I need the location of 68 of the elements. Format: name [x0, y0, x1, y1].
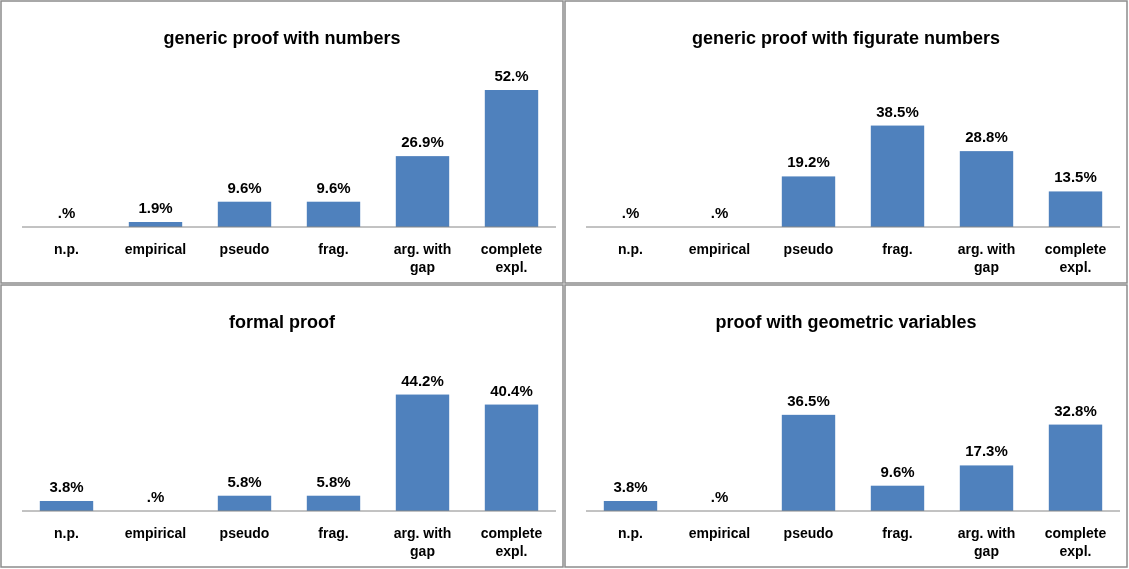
x-tick-label: pseudo: [783, 525, 834, 541]
x-tick-label: n.p.: [54, 241, 79, 257]
x-tick-label: n.p.: [618, 525, 643, 541]
x-tick-label: complete expl.: [480, 525, 543, 559]
data-label: 40.4%: [490, 381, 533, 399]
x-tick-label: complete expl.: [1044, 241, 1107, 275]
data-label: 19.2%: [787, 153, 830, 171]
x-tick-label: frag.: [318, 241, 349, 257]
data-label: .%: [146, 488, 165, 505]
data-label: 5.8%: [227, 472, 262, 490]
bar: [781, 414, 836, 511]
bar: [870, 125, 925, 227]
data-label: 5.8%: [316, 472, 351, 490]
data-label: 32.8%: [1054, 401, 1097, 419]
chart-title: generic proof with numbers: [163, 28, 401, 48]
x-tick-label: arg. with gap: [393, 525, 452, 559]
bar: [959, 151, 1014, 227]
x-tick-label: complete expl.: [480, 241, 543, 275]
x-tick-label: frag.: [882, 525, 913, 541]
data-label: 52.%: [494, 67, 529, 84]
bar: [870, 485, 925, 511]
x-tick-label: n.p.: [618, 241, 643, 257]
chart-title: formal proof: [229, 312, 336, 332]
data-label: 9.6%: [880, 462, 915, 480]
bar: [959, 465, 1014, 511]
bar: [484, 404, 539, 511]
x-tick-label: arg. with gap: [957, 525, 1016, 559]
data-label: 26.9%: [401, 133, 444, 151]
bar: [217, 495, 272, 511]
x-tick-label: frag.: [882, 241, 913, 257]
bar: [484, 90, 539, 227]
data-label: .%: [57, 204, 76, 221]
chart-title: proof with geometric variables: [715, 312, 977, 332]
data-label: 38.5%: [876, 102, 919, 120]
bar: [781, 176, 836, 227]
bar: [217, 201, 272, 227]
data-label: .%: [710, 488, 729, 505]
data-label: 9.6%: [227, 178, 262, 196]
x-tick-label: pseudo: [219, 241, 270, 257]
x-tick-label: empirical: [124, 525, 187, 541]
x-tick-label: pseudo: [783, 241, 834, 257]
bar: [306, 201, 361, 227]
bar: [395, 394, 450, 511]
data-label: 17.3%: [965, 442, 1008, 460]
data-label: .%: [621, 204, 640, 221]
data-label: 9.6%: [316, 178, 351, 196]
x-tick-label: n.p.: [54, 525, 79, 541]
data-label: 1.9%: [138, 198, 173, 216]
x-tick-label: arg. with gap: [957, 241, 1016, 275]
data-label: 13.5%: [1054, 168, 1097, 186]
bar: [306, 495, 361, 511]
bar: [1048, 191, 1103, 227]
x-tick-label: empirical: [124, 241, 187, 257]
x-tick-label: complete expl.: [1044, 525, 1107, 559]
bar: [1048, 424, 1103, 511]
x-tick-label: empirical: [688, 241, 751, 257]
chart-title: generic proof with figurate numbers: [691, 28, 1001, 48]
bar: [395, 156, 450, 227]
x-tick-label: pseudo: [219, 525, 270, 541]
data-label: 3.8%: [613, 477, 648, 495]
data-label: 28.8%: [965, 128, 1008, 146]
data-label: 3.8%: [49, 477, 84, 495]
data-label: 44.2%: [401, 371, 444, 389]
data-label: 36.5%: [787, 391, 830, 409]
x-tick-label: arg. with gap: [393, 241, 452, 275]
x-tick-label: frag.: [318, 525, 349, 541]
x-tick-label: empirical: [688, 525, 751, 541]
data-label: .%: [710, 204, 729, 221]
